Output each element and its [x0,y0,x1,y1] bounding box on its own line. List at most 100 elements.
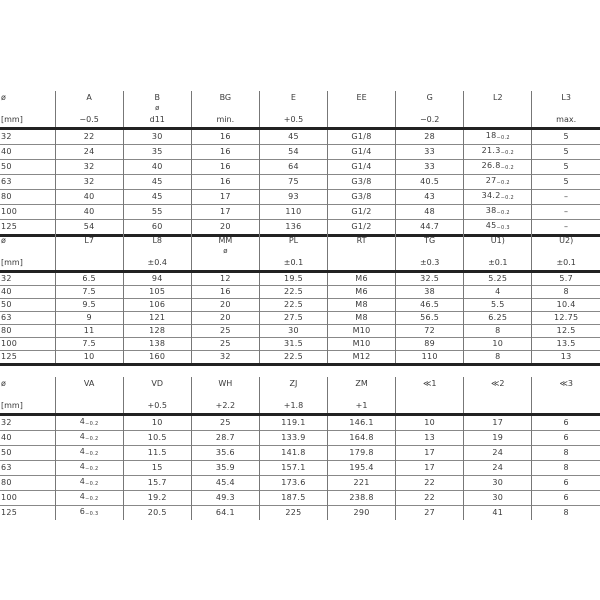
table-cell: 26.8−0.2 [463,159,532,175]
table-cell: 25 [190,414,260,431]
table-cell: 20 [190,298,260,312]
table-cell: 54 [258,144,328,160]
table-cell: 22 [54,128,124,145]
table-cell: 11 [54,324,124,338]
bore-size-cell: 32 [1,132,12,141]
table-cell: 19.2 [122,490,192,506]
column-header: G −0.2 [395,91,464,129]
table-cell: 35.6 [190,445,260,461]
table-cell: 27 [395,505,464,520]
table-cell: 4−0.2 [54,490,124,506]
column-tolerance: ±0.1 [283,258,304,267]
table-cell: 21.3−0.2 [463,144,532,160]
column-name: ZJ [289,379,298,388]
table-cell: 4−0.2 [54,460,124,476]
column-header: ≪3 [531,377,600,415]
table-cell: 16 [190,128,260,145]
cell-tolerance: −0.2 [85,496,99,502]
cell-value: 27 [485,176,497,185]
table-cell: 6 [531,430,600,446]
table-cell: 5 [531,144,600,160]
table-cell: 4−0.2 [54,475,124,491]
bore-size-cell: 40 [0,285,56,299]
table-cell: 179.8 [327,445,396,461]
table-cell: 17 [190,204,260,220]
table-cell: 195.4 [327,460,396,476]
table-cell: – [531,219,600,236]
table-row: 100 40 55 17 110 G1/2 48 38−0.2– [0,204,600,220]
table-cell: 94 [122,271,192,286]
table-row: 32 22 30 16 45 G1/8 28 18−0.2 5 [0,128,600,145]
table-cell: 10.4 [531,298,600,312]
table-cell: 30 [258,324,328,338]
table-cell: 160 [122,350,192,365]
table-cell: 221 [327,475,396,491]
table-cell: M8 [327,298,396,312]
bore-size-cell: 80 [0,324,56,338]
table-cell: 10 [395,414,464,431]
table-cell: 45−0.3 [463,219,532,236]
table-cell: 5 [531,128,600,145]
column-name: ≪3 [559,379,573,388]
diameter-symbol: ø [223,247,228,255]
table-cell: 56.5 [395,311,464,325]
table-cell: G1/4 [327,159,396,175]
table-cell: M10 [327,324,396,338]
table-row: 63 32 45 16 75 G3/8 40.5 27−0.2 5 [0,174,600,190]
column-header: BG min. [190,91,260,129]
table-cell: 5.5 [463,298,532,312]
table-row: 125 54 60 20 136 G1/2 44.7 45−0.3– [0,219,600,236]
table-cell: 55 [122,204,192,220]
table-cell: 75 [258,174,328,190]
column-header: ø [mm] [0,234,55,272]
table-cell: 10.5 [122,430,192,446]
table-cell: 32 [190,350,260,365]
column-name: EE [356,93,367,102]
table-cell: 141.8 [258,445,328,461]
cell-value: 4 [79,462,86,471]
column-name: G [426,93,433,102]
cell-value: 34.2 [481,191,501,200]
table-cell: G1/2 [327,219,396,236]
column-header: VA [54,377,124,415]
table-cell: 46.5 [395,298,464,312]
table-cell: 40 [54,204,124,220]
table-cell: 89 [395,337,464,351]
table-cell: 6−0.3 [54,505,124,520]
column-header: L3 max. [531,91,600,129]
table-cell: 41 [463,505,532,520]
bore-size-cell: 125 [0,350,56,365]
table-cell: 138 [122,337,192,351]
column-header: U2) ±0.1 [531,234,600,272]
table-cell: 225 [258,505,328,520]
column-name: ø [1,236,6,245]
table-cell: 16 [190,174,260,190]
table-cell: 146.1 [327,414,396,431]
cell-value: 6 [79,507,86,516]
table-cell: 13 [531,350,600,365]
column-name: ZM [355,379,368,388]
table-cell: 64.1 [190,505,260,520]
table-cell: 121 [122,311,192,325]
table-cell: 110 [258,204,328,220]
table-cell: M12 [327,350,396,365]
table-cell: 4−0.2 [54,430,124,446]
table-cell: 17 [395,460,464,476]
table-cell: 22 [395,475,464,491]
bore-size-cell: 100 [0,490,56,506]
column-name: ø [1,379,6,388]
cell-tolerance: −0.2 [85,421,99,427]
column-tolerance: +1.8 [283,401,304,410]
table-row: 50 9.5 106 20 22.5 M8 46.5 5.5 10.4 [0,298,600,312]
table-cell: 45 [122,189,192,205]
table-cell: 17 [463,414,532,431]
table-cell: M6 [327,271,396,286]
column-name: A [86,93,92,102]
table-cell: 16 [190,285,260,299]
table-cell: 30 [463,475,532,491]
column-header: L2 [463,91,532,129]
column-header: PL ±0.1 [258,234,328,272]
column-tolerance: ±0.3 [419,258,440,267]
bore-size-cell: 100 [0,337,56,351]
bore-size-cell: 80 [0,475,56,491]
